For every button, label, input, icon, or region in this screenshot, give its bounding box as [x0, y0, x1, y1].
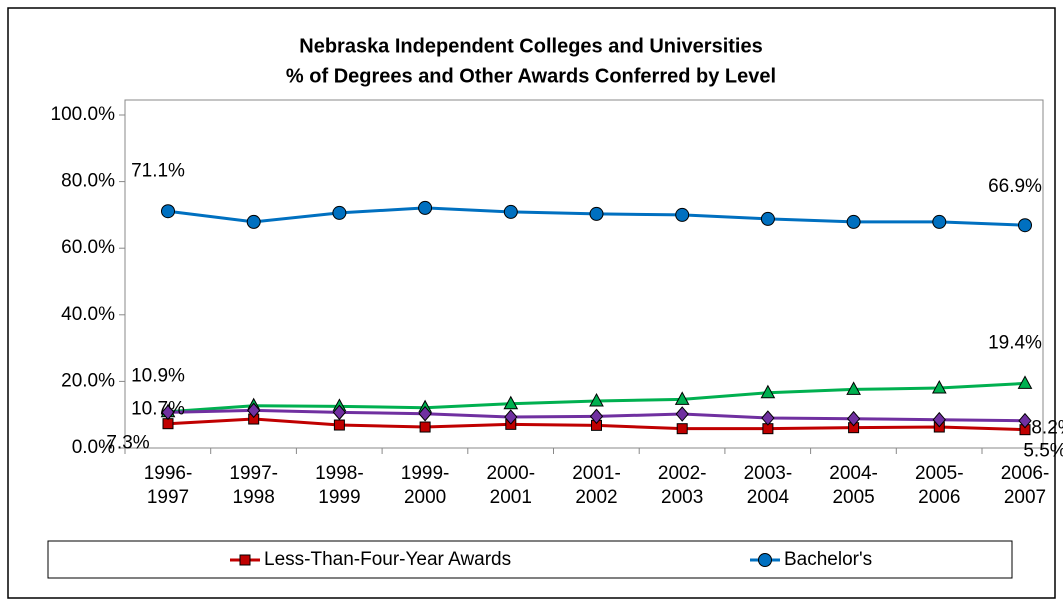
- point: [504, 409, 518, 425]
- point: [162, 418, 174, 430]
- legend-label: Less-Than-Four-Year Awards: [264, 549, 511, 570]
- y-tick-label: 0.0%: [72, 437, 115, 458]
- y-tick-label: 20.0%: [61, 370, 115, 391]
- data-label: 8.2%: [1031, 418, 1063, 439]
- point: [161, 404, 175, 421]
- y-tick-label: 100.0%: [51, 104, 116, 125]
- point: [589, 408, 604, 425]
- point: [932, 411, 946, 428]
- point: [931, 380, 947, 394]
- x-tick-label: 2001- 2002: [572, 463, 621, 508]
- point: [246, 214, 261, 229]
- point: [674, 391, 690, 405]
- x-tick-label: 1998- 1999: [315, 463, 364, 508]
- data-label: 5.5%: [1023, 441, 1063, 462]
- x-tick-label: 2004- 2005: [829, 463, 878, 508]
- point: [760, 384, 776, 399]
- y-tick-label: 40.0%: [61, 304, 115, 325]
- x-tick-label: 2005- 2006: [914, 463, 964, 508]
- chart-title: Nebraska Independent Colleges and Univer…: [299, 35, 762, 57]
- y-tick-label: 60.0%: [61, 237, 115, 258]
- data-label: 10.9%: [131, 366, 185, 387]
- point: [161, 204, 175, 219]
- point: [1018, 218, 1032, 233]
- x-tick-label: 1999- 2000: [400, 463, 450, 508]
- point: [418, 405, 432, 422]
- point: [419, 421, 431, 433]
- point: [503, 395, 519, 410]
- point: [846, 410, 861, 427]
- x-tick-label: 2006- 2007: [1000, 463, 1050, 508]
- point: [758, 553, 772, 567]
- x-tick-label: 2002- 2003: [657, 463, 707, 508]
- point: [761, 410, 775, 426]
- y-tick-label: 80.0%: [61, 171, 115, 192]
- point: [503, 204, 518, 219]
- point: [589, 206, 604, 221]
- data-label: 7.3%: [106, 433, 149, 454]
- data-label: 10.7%: [131, 398, 185, 419]
- point: [676, 423, 688, 435]
- point: [589, 392, 604, 407]
- point: [1018, 412, 1032, 429]
- point: [333, 419, 345, 431]
- point: [247, 402, 261, 419]
- data-label: 71.1%: [131, 160, 185, 181]
- data-label: 19.4%: [988, 332, 1042, 353]
- point: [675, 406, 689, 422]
- point: [846, 381, 861, 395]
- point: [675, 207, 690, 222]
- chart-subtitle: % of Degrees and Other Awards Conferred …: [286, 65, 776, 87]
- legend-label: Bachelor's: [784, 549, 872, 570]
- point: [846, 214, 861, 229]
- x-tick-label: 2003- 2004: [743, 463, 793, 508]
- point: [332, 205, 347, 220]
- point: [239, 554, 251, 566]
- chart-frame: [7, 7, 1056, 599]
- point: [418, 200, 433, 215]
- x-tick-label: 1996- 1997: [143, 463, 193, 508]
- x-tick-label: 2000- 2001: [486, 463, 536, 508]
- x-tick-label: 1997- 1998: [229, 463, 278, 508]
- legend-frame: [47, 540, 1013, 579]
- point: [1017, 375, 1033, 389]
- point: [332, 404, 347, 421]
- point: [760, 211, 775, 226]
- point: [932, 214, 947, 229]
- data-label: 66.9%: [988, 176, 1042, 197]
